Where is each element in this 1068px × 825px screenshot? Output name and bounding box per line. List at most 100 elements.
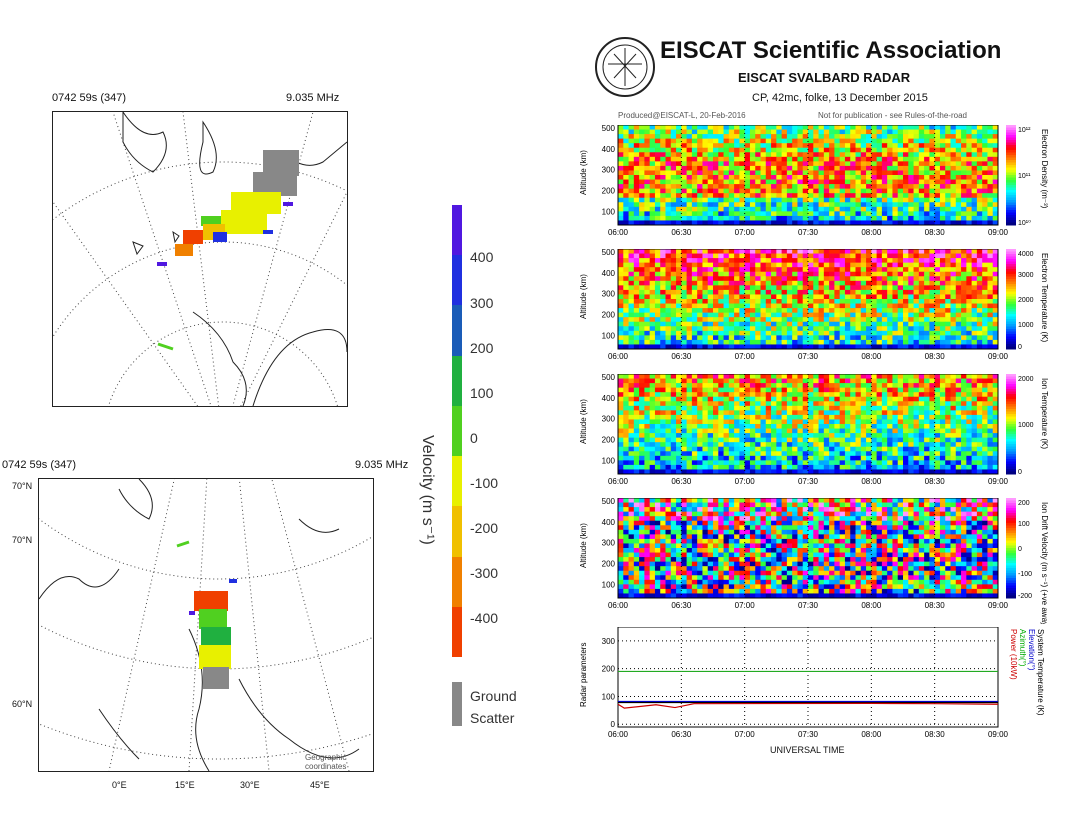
heatmap-cell xyxy=(691,299,698,304)
heatmap-cell xyxy=(670,271,677,277)
heatmap-cell xyxy=(676,396,682,402)
heatmap-cell xyxy=(839,303,846,309)
heatmap-cell xyxy=(644,197,651,203)
heatmap-cell xyxy=(887,206,893,212)
heatmap-cell xyxy=(718,211,724,217)
panel-colorbar-band xyxy=(1006,180,1016,183)
heatmap-cell xyxy=(792,156,798,162)
heatmap-cell xyxy=(797,410,804,416)
heatmap-cell xyxy=(971,156,978,162)
heatmap-cell xyxy=(850,419,856,425)
heatmap-cell xyxy=(639,317,645,323)
heatmap-cell xyxy=(618,175,624,180)
heatmap-cell xyxy=(633,344,640,350)
heatmap-cell xyxy=(866,378,872,384)
heatmap-cell xyxy=(697,446,703,452)
heatmap-cell xyxy=(992,428,999,434)
heatmap-cell xyxy=(976,455,983,461)
heatmap-cell xyxy=(681,202,688,208)
heatmap-cell xyxy=(887,455,893,461)
heatmap-cell xyxy=(844,446,851,452)
heatmap-cell xyxy=(881,262,888,268)
heatmap-cell xyxy=(982,280,988,286)
heatmap-cell xyxy=(903,312,909,318)
heatmap-cell xyxy=(749,249,756,254)
heatmap-cell xyxy=(618,129,624,135)
heatmap-cell xyxy=(755,330,761,336)
heatmap-cell xyxy=(961,179,967,185)
heatmap-cell xyxy=(649,271,656,277)
heatmap-cell xyxy=(892,387,899,393)
heatmap-cell xyxy=(982,202,988,208)
heatmap-cell xyxy=(913,161,920,167)
heatmap-cell xyxy=(844,312,851,318)
heatmap-cell xyxy=(665,392,672,398)
heatmap-cell xyxy=(681,419,688,425)
heatmap-cell xyxy=(654,437,661,443)
heatmap-cell xyxy=(871,289,878,295)
heatmap-cell xyxy=(839,414,846,420)
heatmap-cell xyxy=(939,170,946,176)
heatmap-cell xyxy=(660,179,666,185)
heatmap-cell xyxy=(844,392,851,398)
heatmap-cell xyxy=(950,383,957,389)
heatmap-cell xyxy=(982,419,988,425)
heatmap-cell xyxy=(723,188,730,194)
heatmap-cell xyxy=(939,419,946,425)
heatmap-cell xyxy=(866,271,872,277)
heatmap-cell xyxy=(654,280,661,286)
heatmap-cell xyxy=(892,289,899,295)
heatmap-cell xyxy=(966,321,973,327)
heatmap-cell xyxy=(908,193,914,199)
heatmap-cell xyxy=(855,455,862,461)
heatmap-cell xyxy=(771,469,777,475)
heatmap-cell xyxy=(776,321,783,327)
heatmap-cell xyxy=(945,143,951,149)
heatmap-cell xyxy=(623,134,629,140)
heatmap-cell xyxy=(903,374,909,379)
heatmap-cell xyxy=(844,469,851,475)
heatmap-cell xyxy=(760,175,767,180)
heatmap-cell xyxy=(966,424,973,429)
heatmap-cell xyxy=(850,396,856,402)
heatmap-cell xyxy=(749,401,756,407)
heatmap-cell xyxy=(734,392,740,398)
heatmap-cell xyxy=(670,215,677,221)
heatmap-cell xyxy=(929,134,936,140)
heatmap-cell xyxy=(728,433,735,439)
heatmap-cell xyxy=(707,396,714,402)
heatmap-cell xyxy=(866,211,872,217)
heatmap-cell xyxy=(834,405,841,411)
heatmap-cell xyxy=(866,460,872,466)
heatmap-cell xyxy=(829,211,835,217)
heatmap-cell xyxy=(881,280,888,286)
heatmap-cell xyxy=(987,193,994,199)
heatmap-cell xyxy=(660,405,666,411)
heatmap-cell xyxy=(744,419,751,425)
heatmap-cell xyxy=(644,125,651,130)
heatmap-cell xyxy=(633,446,640,452)
heatmap-cell xyxy=(897,161,904,167)
heatmap-cell xyxy=(786,188,793,194)
heatmap-cell xyxy=(829,383,835,389)
heatmap-cell xyxy=(781,165,788,171)
heatmap-cell xyxy=(913,335,920,341)
heatmap-cell xyxy=(649,383,656,389)
heatmap-cell xyxy=(755,419,761,425)
heatmap-cell xyxy=(823,271,830,277)
heatmap-cell xyxy=(639,147,645,153)
heatmap-cell xyxy=(829,464,835,470)
heatmap-cell xyxy=(966,156,973,162)
heatmap-cell xyxy=(639,451,645,457)
heatmap-cell xyxy=(776,299,783,304)
heatmap-cell xyxy=(670,161,677,167)
heatmap-cell xyxy=(813,165,819,171)
heatmap-cell xyxy=(908,446,914,452)
heatmap-cell xyxy=(771,276,777,282)
heatmap-cell xyxy=(649,424,656,429)
heatmap-cell xyxy=(755,220,761,226)
heatmap-cell xyxy=(734,446,740,452)
heatmap-cell xyxy=(918,424,925,429)
heatmap-cell xyxy=(887,396,893,402)
heatmap-cell xyxy=(955,271,962,277)
